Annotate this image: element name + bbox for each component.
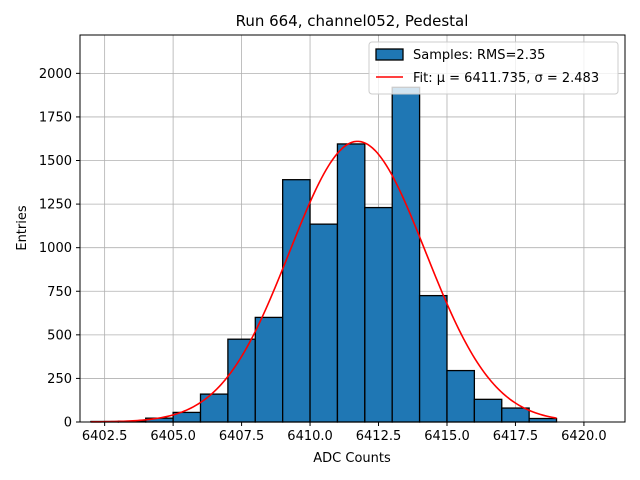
histogram-bar [282,179,311,423]
y-tick-label: 1750 [39,110,72,125]
histogram-bar [336,143,366,423]
histogram-bar [309,223,339,423]
x-tick-label: 6405.0 [150,429,196,444]
histogram-bar [364,206,393,423]
x-tick-label: 6402.5 [82,429,128,444]
y-tick-label: 750 [47,285,72,300]
legend-box [368,41,619,95]
y-tick-label: 1500 [39,154,72,169]
histogram-bar [418,294,448,423]
x-tick-label: 6415.0 [424,429,470,444]
y-axis-label: Entries [15,205,30,251]
y-tick-label: 1250 [39,198,72,213]
y-tick-label: 0 [64,416,72,431]
histogram-bar [199,393,229,423]
gaussian-fit-curve [90,140,557,423]
plot-frame [79,34,626,423]
y-tick-label: 250 [47,372,72,387]
histogram-bar [391,86,421,423]
x-tick-label: 6407.5 [219,429,265,444]
y-tick-label: 500 [47,328,72,343]
x-tick-label: 6410.0 [287,429,333,444]
legend-samples-swatch [375,48,404,61]
legend-fit-label: Fit: μ = 6411.735, σ = 2.483 [413,71,599,86]
histogram-bar [446,369,476,423]
histogram-bars [90,86,558,423]
histogram-bar [501,407,530,423]
legend: Samples: RMS=2.35 Fit: μ = 6411.735, σ =… [368,41,619,95]
y-axis-ticks: 0 250 500 750 1000 1250 1500 1750 2000 [39,67,80,431]
x-axis-ticks: 6402.5 6405.0 6407.5 6410.0 6412.5 6415.0 6417… [82,422,607,444]
x-tick-label: 6412.5 [356,429,402,444]
histogram-bar [227,338,256,423]
legend-samples-label: Samples: RMS=2.35 [413,48,545,63]
x-tick-label: 6420.0 [561,429,607,444]
histogram-bar [473,398,503,423]
y-tick-label: 1000 [39,241,72,256]
y-tick-label: 2000 [39,67,72,82]
histogram-bar [254,316,284,423]
chart-title: Run 664, channel052, Pedestal [236,12,469,30]
x-axis-label: ADC Counts [313,451,391,466]
x-tick-label: 6417.5 [493,429,539,444]
histogram-bar [528,417,558,423]
